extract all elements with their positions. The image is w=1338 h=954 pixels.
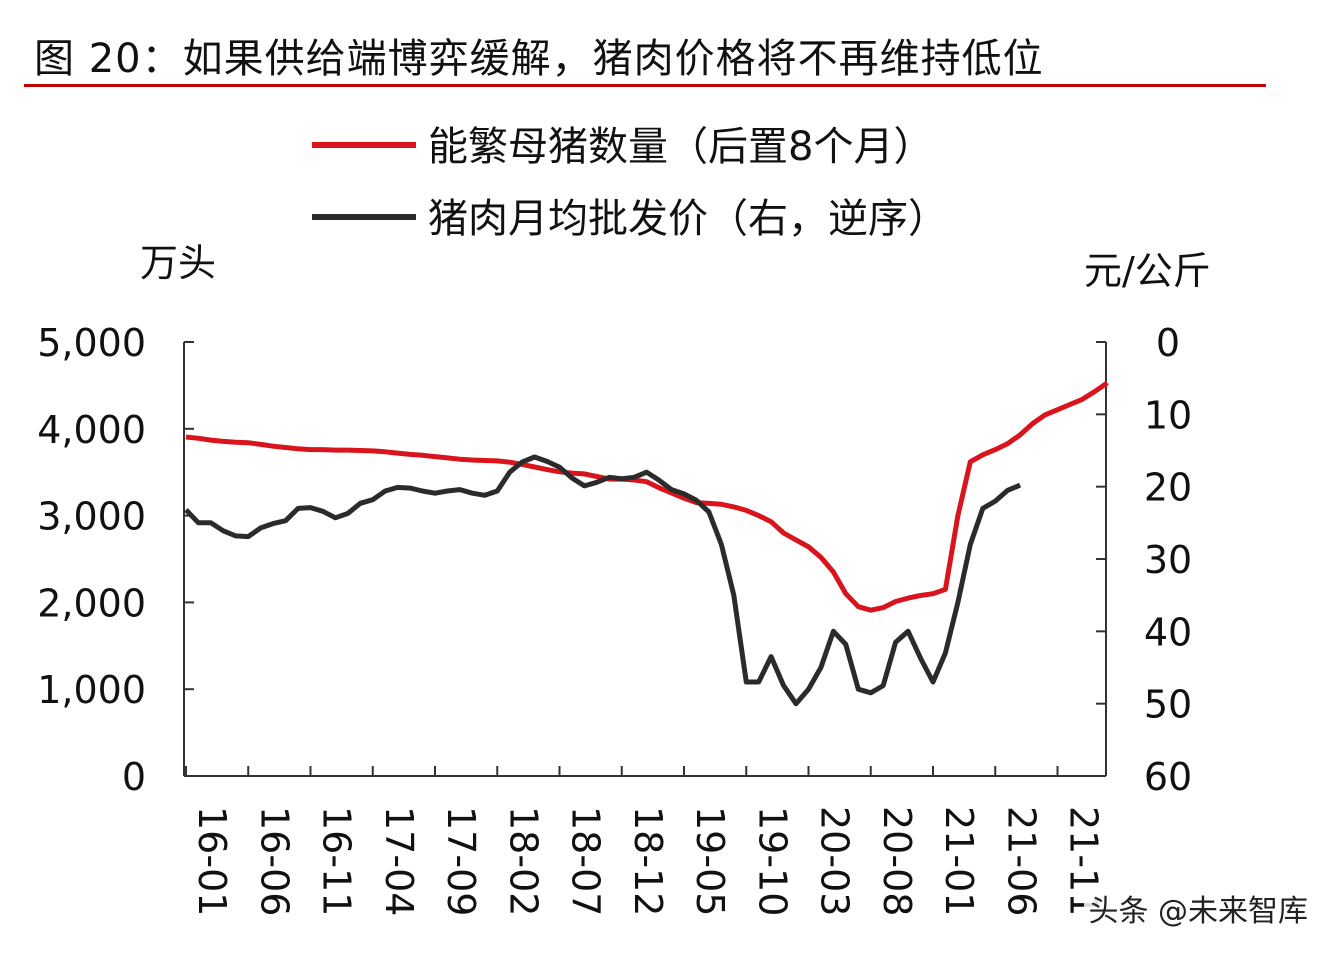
title-rule [24,84,1266,87]
right-tick-label: 60 [1144,755,1192,799]
series-line-sows [185,380,1109,613]
legend-label-price: 猪肉月均批发价（右，逆序） [428,196,948,242]
x-tick-label: 16-06 [252,806,296,916]
right-tick-label: 0 [1156,321,1180,365]
x-tick-label: 19-10 [750,806,794,916]
legend: 能繁母猪数量（后置8个月） 猪肉月均批发价（右，逆序） [312,124,948,242]
right-tick-label: 10 [1144,393,1192,437]
x-tick-label: 16-11 [315,806,359,916]
x-tick-label: 21-06 [999,806,1043,916]
x-tick-label: 17-04 [377,806,421,916]
figure-title: 图 20：如果供给端博弈缓解，猪肉价格将不再维持低位 [34,36,1044,82]
right-tick-label: 30 [1144,538,1192,582]
x-axis-ticks: 16-01 16-06 16-11 17-04 17-09 18-02 18-07 18-12… [185,766,1106,916]
left-axis-ticks: 0 1,000 2,000 3,000 4,000 5,000 [37,321,194,799]
left-tick-label: 5,000 [37,321,146,365]
left-tick-label: 4,000 [37,408,146,452]
left-tick-label: 0 [122,755,146,799]
series-line-price [184,454,1022,707]
left-tick-label: 3,000 [37,495,146,539]
x-tick-label: 20-03 [813,806,857,916]
right-axis-unit: 元/公斤 [1084,249,1211,293]
x-tick-label: 21-01 [937,806,981,916]
legend-label-sows: 能繁母猪数量（后置8个月） [428,124,933,170]
left-tick-label: 1,000 [37,668,146,712]
left-tick-label: 2,000 [37,581,146,625]
right-tick-label: 40 [1144,610,1192,654]
watermark: 头条 @未来智库 [1084,886,1312,930]
right-axis-ticks: 0 10 20 30 40 50 60 [1096,321,1192,799]
right-tick-label: 20 [1144,466,1192,510]
x-tick-label: 17-09 [439,806,483,916]
left-axis-unit: 万头 [140,241,216,285]
x-tick-label: 16-01 [190,806,234,916]
right-tick-label: 50 [1144,683,1192,727]
x-tick-label: 20-08 [875,806,919,916]
x-tick-label: 18-12 [626,806,670,916]
x-tick-label: 18-07 [564,806,608,916]
x-tick-label: 18-02 [501,806,545,916]
x-tick-label: 19-05 [688,806,732,916]
